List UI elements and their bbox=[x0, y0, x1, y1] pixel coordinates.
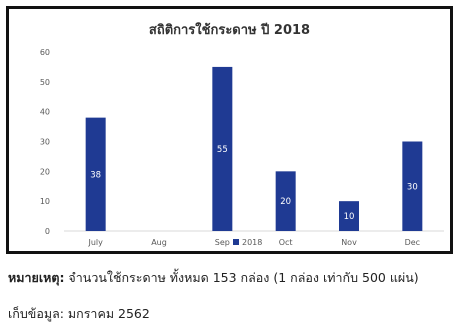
y-tick-label: 0 bbox=[45, 227, 50, 236]
bar-oct bbox=[275, 171, 296, 231]
legend-label: 2018 bbox=[242, 238, 262, 247]
x-tick-label: Sep bbox=[215, 238, 230, 247]
bar-dec bbox=[402, 141, 423, 231]
y-tick-label: 20 bbox=[40, 167, 50, 176]
x-tick-label: July bbox=[87, 238, 103, 247]
legend-swatch bbox=[233, 239, 239, 245]
chart-title: สถิติการใช้กระดาษ ปี 2018 bbox=[148, 23, 311, 38]
data-label: 10 bbox=[344, 212, 355, 222]
y-tick-label: 30 bbox=[40, 138, 50, 147]
bar-sep bbox=[212, 66, 233, 231]
bar-chart: 0 10 20 30 40 50 60 38 July Aug 55 Sep 20 Oct 10 Nov 30 D… bbox=[40, 48, 444, 247]
x-tick-label: Nov bbox=[341, 238, 357, 247]
chart-frame: สถิติการใช้กระดาษ ปี 2018 0 10 20 30 40 50 60 3… bbox=[6, 6, 453, 254]
x-tick-label: Oct bbox=[279, 238, 293, 247]
x-tick-label: Dec bbox=[405, 238, 420, 247]
y-tick-label: 60 bbox=[40, 48, 50, 57]
footnote-text: จำนวนใช้กระดาษ ทั้งหมด 153 กล่อง (1 กล่อ… bbox=[64, 270, 419, 285]
data-label: 55 bbox=[217, 145, 228, 155]
bar-nov bbox=[339, 201, 359, 231]
y-tick-label: 40 bbox=[40, 108, 50, 117]
x-tick-label: Aug bbox=[151, 238, 167, 247]
y-tick-label: 50 bbox=[40, 78, 50, 87]
footnote-label: หมายเหตุ: bbox=[8, 270, 65, 285]
footnote: หมายเหตุ: จำนวนใช้กระดาษ ทั้งหมด 153 กล่… bbox=[8, 268, 419, 288]
collected-date: เก็บข้อมูล: มกราคม 2562 bbox=[8, 306, 150, 321]
data-label: 38 bbox=[90, 170, 101, 180]
data-label: 30 bbox=[407, 182, 418, 192]
bar-july bbox=[85, 117, 106, 231]
y-tick-label: 10 bbox=[40, 197, 50, 206]
data-label: 20 bbox=[280, 197, 291, 207]
